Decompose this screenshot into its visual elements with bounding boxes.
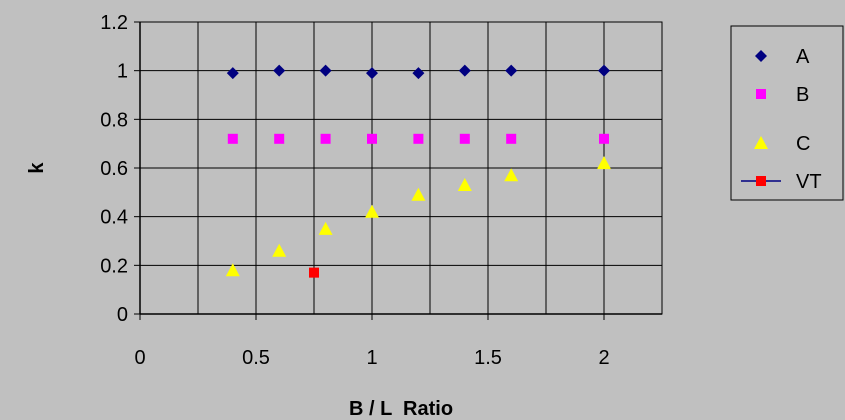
legend-a-marker (755, 50, 767, 62)
series-b-point (320, 133, 331, 144)
series-b-point (459, 133, 470, 144)
series-a-point (366, 67, 378, 80)
series-b-point (413, 133, 424, 144)
series-c-point (504, 168, 519, 182)
y-axis-title: k (26, 162, 48, 174)
series-a-point (598, 64, 610, 77)
series-a-point (458, 64, 471, 77)
series-c-point (365, 204, 379, 218)
series-c-point (272, 243, 287, 257)
x-tick-label: 0.5 (242, 347, 270, 369)
y-tick-label: 1 (117, 61, 128, 83)
x-axis-title: B / L Ratio (349, 398, 453, 420)
series-a-point (273, 64, 286, 77)
legend-a-label: A (796, 46, 810, 68)
legend-box (730, 25, 844, 201)
x-tick-label: 1 (366, 347, 377, 369)
series-a-point (412, 67, 425, 80)
legend-c-label: C (796, 133, 810, 155)
x-tick-label: 1.5 (474, 347, 502, 369)
x-ticks: 0 0.5 1 1.5 2 (134, 314, 610, 369)
x-tick-label: 2 (598, 347, 609, 369)
y-tick-label: 0.2 (100, 255, 128, 277)
series-a-point (226, 67, 239, 80)
series-b-point (599, 133, 609, 144)
x-tick-label: 0 (134, 347, 145, 369)
y-ticks: 0 0.2 0.4 0.6 0.8 1 1.2 (100, 12, 140, 326)
y-tick-label: 0.6 (100, 158, 128, 180)
series-a-point (505, 64, 518, 77)
series-a-point (319, 64, 332, 77)
y-tick-label: 0.4 (100, 207, 128, 229)
legend: AB C VT (730, 25, 844, 201)
y-tick-label: 0.8 (100, 109, 128, 131)
series-c-point (457, 178, 472, 192)
series-b-point (506, 133, 517, 144)
legend-vt-label: VT (796, 171, 822, 193)
series-c-point (318, 221, 333, 235)
series-b-point (227, 133, 238, 144)
series-c-point (225, 263, 240, 277)
series-b-point (274, 133, 285, 144)
legend-b-label: B (796, 84, 809, 106)
legend-b-marker (756, 89, 766, 99)
series-c-point (411, 187, 426, 201)
legend-c-marker (754, 136, 768, 149)
series-b-point (367, 133, 377, 144)
data-markers (225, 64, 611, 278)
legend-vt-marker (756, 176, 766, 186)
series-c-point (597, 156, 611, 170)
series-vt-point (309, 267, 319, 278)
y-tick-label: 1.2 (100, 12, 128, 34)
y-tick-label: 0 (117, 304, 128, 326)
